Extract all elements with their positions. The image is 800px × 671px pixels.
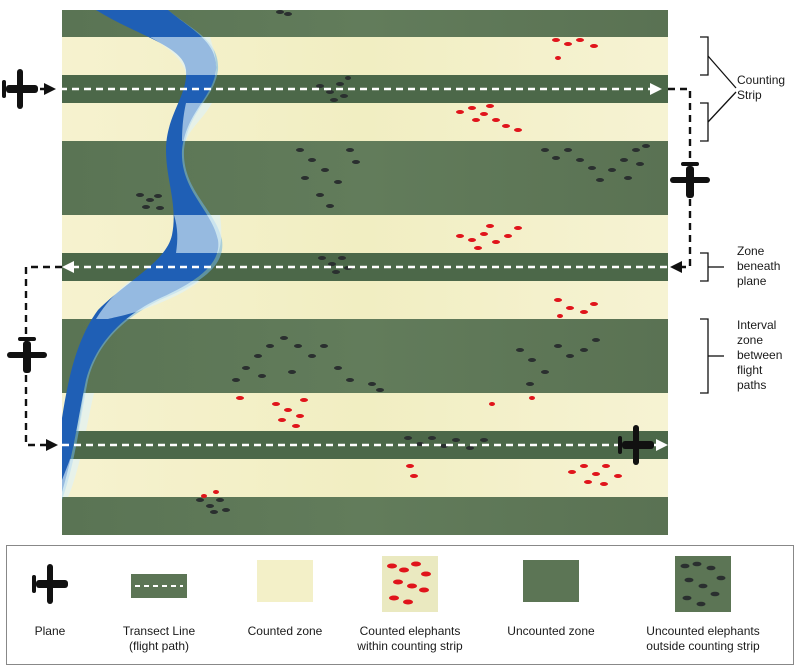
uncounted-elephants-swatch — [675, 556, 731, 612]
plane-icon — [32, 564, 68, 604]
counting-strip-label: Counting Strip — [737, 73, 786, 102]
legend-item-counted-zone: Counted zone — [225, 546, 345, 664]
counted-zone — [62, 215, 668, 253]
legend-label: Counted elephants within counting strip — [357, 624, 463, 653]
counted-herd — [554, 298, 598, 318]
counted-herd — [456, 104, 522, 132]
arrow-right-icon — [44, 83, 56, 95]
uncounted-herd — [196, 498, 230, 514]
interval-zone-label: Interval zone between flight paths — [737, 318, 783, 392]
uncounted-zone-swatch — [523, 560, 579, 602]
uncounted-zone — [62, 497, 668, 535]
counted-zone — [62, 459, 668, 497]
arrow-left-icon — [62, 261, 74, 273]
uncounted-herd — [516, 338, 600, 386]
river-counted-overlay — [62, 37, 222, 497]
legend-label: Transect Line (flight path) — [122, 624, 196, 653]
counted-herd — [201, 490, 219, 498]
uncounted-herd — [316, 76, 351, 102]
plane-icon — [7, 337, 47, 373]
plane-icon — [2, 69, 38, 109]
uncounted-elephants — [136, 10, 650, 514]
arrow-right-icon — [656, 439, 668, 451]
counted-zone — [62, 393, 668, 431]
legend-item-plane: Plane — [11, 546, 89, 664]
counted-herd — [552, 38, 598, 60]
uncounted-herd — [541, 144, 650, 182]
legend-item-uncounted-elephants: Uncounted elephants outside counting str… — [617, 546, 789, 664]
uncounted-herd — [232, 336, 384, 392]
uncounted-herd — [136, 193, 164, 210]
arrow-right-icon — [650, 83, 662, 95]
counted-zone — [62, 103, 668, 141]
elephant-herds — [136, 10, 650, 514]
counted-herd — [568, 464, 622, 486]
legend-label: Uncounted elephants outside counting str… — [646, 624, 760, 653]
transect-swatch — [131, 574, 187, 598]
uncounted-zone — [62, 319, 668, 393]
plane-icon — [670, 162, 710, 198]
legend-label: Plane — [34, 624, 66, 638]
aerial-survey-diagram — [2, 10, 737, 535]
arrow-left-icon — [670, 261, 682, 273]
legend-item-uncounted-zone: Uncounted zone — [491, 546, 611, 664]
legend-item-counted-elephants: Counted elephants within counting strip — [337, 546, 483, 664]
flight-paths — [48, 83, 668, 451]
uncounted-herd — [296, 148, 360, 208]
plane-icon — [618, 425, 654, 465]
counted-herd — [456, 224, 522, 250]
legend-item-transect: Transect Line (flight path) — [99, 546, 219, 664]
counted-herd — [236, 396, 535, 428]
counted-elephants-swatch — [382, 556, 438, 612]
zone-beneath-plane-label: Zone beneath plane — [737, 244, 781, 288]
counted-herd — [406, 464, 418, 478]
counted-zone-swatch — [257, 560, 313, 602]
legend: Plane Transect Line (flight path) Counte… — [6, 545, 794, 665]
bracket-icon — [700, 36, 737, 394]
uncounted-zone — [62, 141, 668, 215]
counted-elephants — [201, 38, 622, 498]
uncounted-herd — [276, 10, 292, 16]
legend-label: Uncounted zone — [507, 624, 595, 638]
arrow-right-icon — [46, 439, 58, 451]
legend-label: Counted zone — [247, 624, 323, 638]
